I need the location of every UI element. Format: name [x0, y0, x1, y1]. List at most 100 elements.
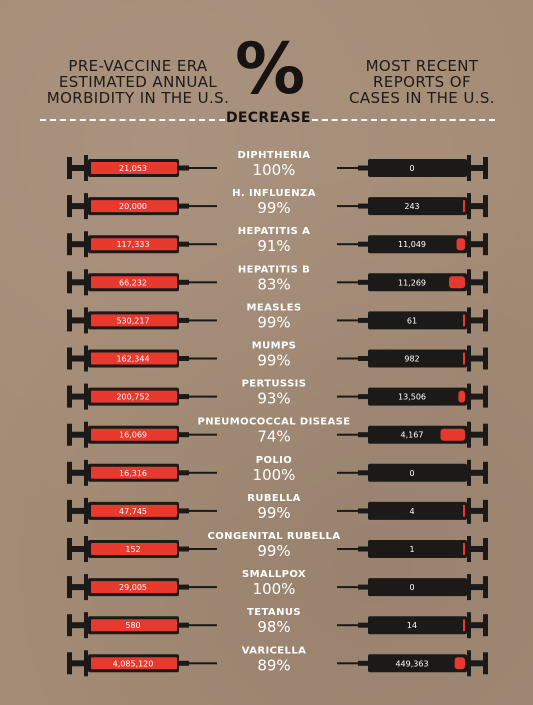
- recent-cases-value: 0: [409, 469, 414, 478]
- right-needle: [337, 319, 368, 322]
- recent-cases-value: 11,049: [398, 240, 426, 249]
- right-barrel: [368, 235, 467, 254]
- right-flange: [467, 421, 471, 448]
- right-hub: [358, 546, 368, 552]
- left-plunger-cap: [67, 347, 72, 370]
- right-flange: [467, 345, 471, 372]
- left-plunger-cap: [67, 423, 72, 446]
- right-needle: [337, 433, 368, 436]
- pre-vaccine-value: 117,333: [116, 240, 149, 249]
- right-plunger-rod: [471, 355, 483, 362]
- left-flange: [84, 497, 88, 524]
- left-flange: [84, 383, 88, 410]
- right-plunger-rod: [471, 507, 483, 514]
- right-fill-bar: [463, 504, 465, 517]
- recent-cases-value: 243: [404, 202, 419, 211]
- recent-cases-value: 449,363: [395, 659, 428, 668]
- right-barrel: [368, 387, 467, 406]
- right-plunger-rod: [471, 393, 483, 400]
- pre-vaccine-value: 21,053: [119, 164, 147, 173]
- disease-name: H. INFLUENZA: [232, 188, 316, 199]
- percent-decrease: 99%: [257, 199, 290, 217]
- right-plunger-rod: [471, 431, 483, 438]
- left-needle: [189, 205, 217, 208]
- right-plunger-rod: [471, 203, 483, 210]
- left-flange: [84, 345, 88, 372]
- left-hub: [179, 508, 189, 514]
- percent-decrease: 99%: [257, 542, 290, 560]
- left-plunger-cap: [67, 271, 72, 294]
- right-fill-bar: [463, 314, 465, 327]
- left-plunger-rod: [72, 279, 84, 286]
- right-plunger-rod: [471, 584, 483, 591]
- right-barrel: [368, 159, 467, 177]
- right-barrel: [368, 273, 467, 292]
- left-plunger-rod: [72, 507, 84, 514]
- percent-decrease: 91%: [257, 237, 290, 255]
- right-flange: [467, 155, 471, 181]
- left-plunger-rod: [72, 203, 84, 210]
- percent-symbol: %: [235, 28, 306, 110]
- right-plunger-cap: [483, 423, 488, 446]
- right-needle: [337, 624, 368, 627]
- right-flange: [467, 307, 471, 334]
- pre-vaccine-value: 4,085,120: [113, 659, 154, 668]
- left-plunger-rod: [72, 165, 84, 171]
- left-plunger-cap: [67, 385, 72, 408]
- disease-name: CONGENITAL RUBELLA: [208, 531, 341, 542]
- right-needle: [337, 586, 368, 589]
- right-flange: [467, 459, 471, 486]
- disease-name: POLIO: [256, 455, 292, 466]
- right-fill-bar: [449, 276, 465, 289]
- left-flange: [84, 193, 88, 220]
- right-plunger-cap: [483, 538, 488, 560]
- divider-left: [40, 119, 225, 121]
- percent-decrease: 100%: [253, 161, 296, 179]
- header-right-title: MOST RECENT REPORTS OF CASES IN THE U.S.: [349, 57, 495, 107]
- right-plunger-rod: [471, 622, 483, 629]
- recent-cases-value: 4,167: [401, 431, 424, 440]
- left-plunger-cap: [67, 576, 72, 599]
- left-fill-bar: [91, 162, 177, 174]
- left-plunger-rod: [72, 355, 84, 362]
- left-plunger-rod: [72, 431, 84, 438]
- right-needle: [337, 357, 368, 360]
- left-fill-bar: [91, 504, 177, 517]
- right-plunger-rod: [471, 241, 483, 248]
- right-plunger-cap: [483, 309, 488, 332]
- left-hub: [179, 317, 189, 323]
- recent-cases-value: 61: [407, 316, 417, 325]
- left-plunger-rod: [72, 660, 84, 667]
- disease-name: VARICELLA: [242, 645, 306, 656]
- right-plunger-rod: [471, 317, 483, 324]
- percent-decrease: 100%: [253, 580, 296, 598]
- right-fill-bar: [440, 428, 465, 441]
- right-plunger-cap: [483, 271, 488, 294]
- disease-name: HEPATITIS A: [238, 226, 310, 237]
- right-barrel: [368, 654, 467, 673]
- right-flange: [467, 269, 471, 296]
- left-flange: [84, 155, 88, 181]
- right-hub: [358, 584, 368, 590]
- divider-right: [312, 119, 495, 121]
- left-hub: [179, 356, 189, 361]
- left-needle: [189, 509, 217, 512]
- right-flange: [467, 383, 471, 410]
- left-needle: [189, 319, 217, 322]
- left-needle: [189, 586, 217, 589]
- right-hub: [358, 394, 368, 400]
- left-needle: [189, 395, 217, 398]
- left-hub: [179, 241, 189, 247]
- right-barrel: [368, 578, 467, 597]
- left-fill-bar: [91, 238, 177, 251]
- right-plunger-cap: [483, 347, 488, 370]
- right-needle: [337, 243, 368, 246]
- percent-decrease: 74%: [257, 428, 290, 446]
- disease-name: MEASLES: [247, 302, 302, 313]
